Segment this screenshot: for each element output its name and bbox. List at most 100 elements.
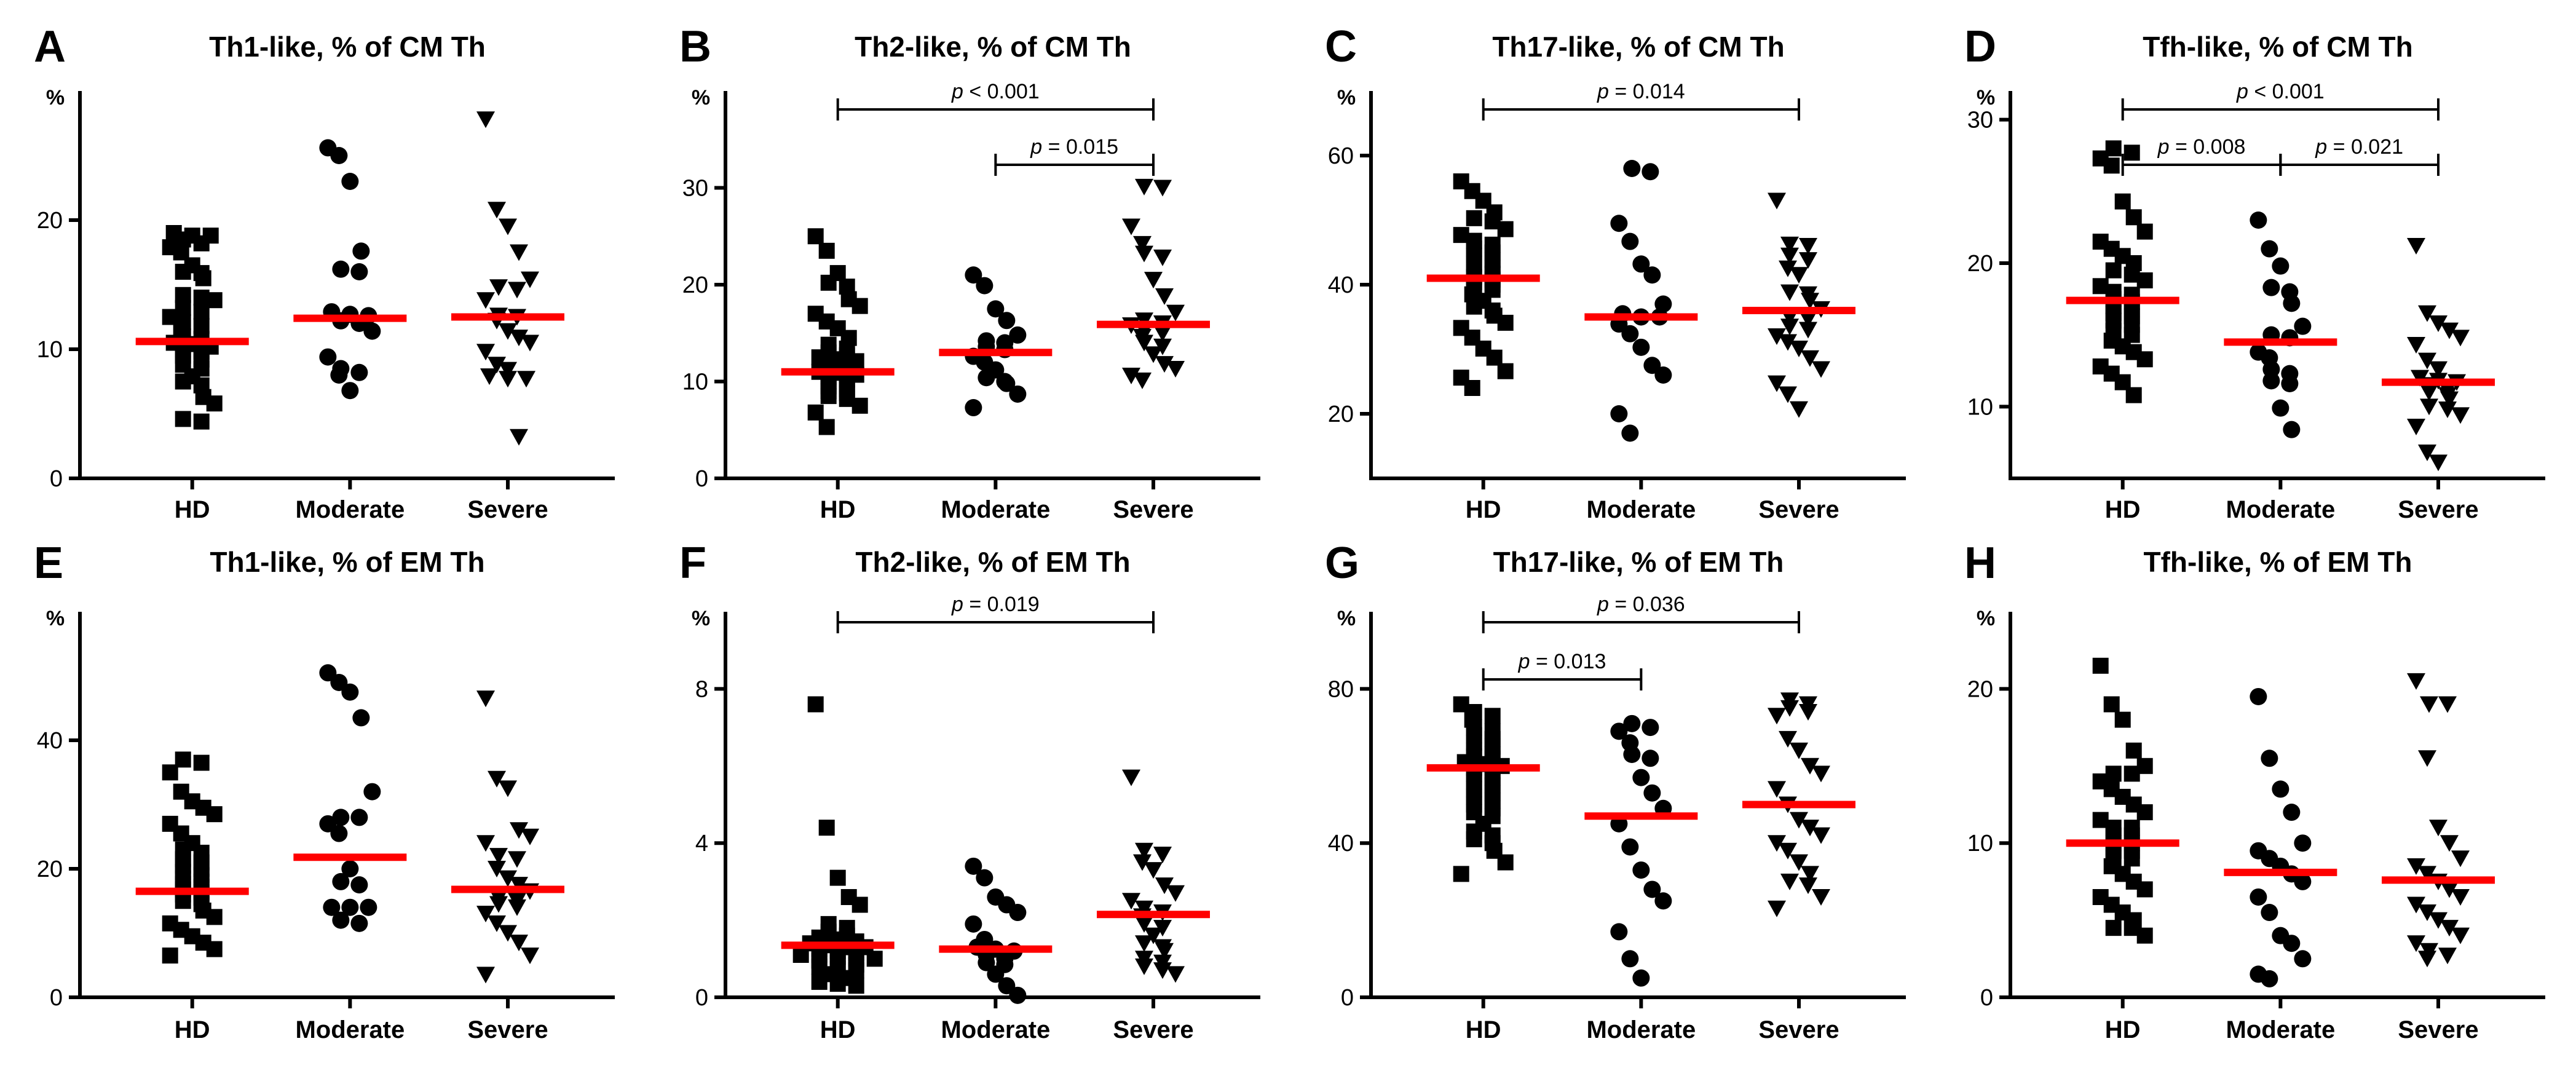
data-point: [2411, 370, 2429, 387]
data-point: [2136, 351, 2153, 368]
data-point: [1623, 745, 1641, 763]
data-point: [2451, 407, 2470, 424]
data-point: [1497, 314, 1514, 331]
data-point: [476, 835, 495, 852]
y-tick-label: 20: [37, 856, 63, 882]
data-point: [1790, 267, 1808, 284]
data-point: [2429, 361, 2448, 378]
panel-letter: F: [679, 539, 706, 588]
data-point: [488, 861, 506, 877]
y-unit-label: %: [46, 607, 65, 630]
data-point: [1144, 927, 1163, 944]
data-point: [1144, 862, 1163, 879]
data-point: [866, 951, 883, 967]
p-value-label: p = 0.021: [2315, 135, 2403, 159]
panel-F: F Th2-like, % of EM Th% 0 4 8 HD Moderate Sever…: [679, 539, 1260, 1043]
data-point: [829, 976, 846, 992]
y-tick-label: 30: [1967, 108, 1993, 133]
y-tick-label: 20: [1328, 402, 1354, 427]
panel-E: E Th1-like, % of EM Th% 0 20 40 HD Moderate Sev…: [34, 539, 615, 1043]
p-value-label: p = 0.008: [2157, 135, 2246, 159]
data-point: [851, 896, 868, 913]
data-point: [350, 914, 368, 932]
data-point: [2105, 262, 2122, 279]
data-point: [1799, 704, 1817, 721]
data-point: [1790, 854, 1808, 871]
data-point: [193, 235, 210, 251]
data-point: [330, 147, 348, 164]
data-point: [1643, 266, 1661, 284]
data-point: [476, 690, 495, 708]
data-point: [1780, 247, 1799, 264]
data-point: [1466, 298, 1482, 315]
panel-letter: B: [679, 22, 711, 71]
data-point: [998, 374, 1016, 392]
data-point: [1135, 842, 1153, 860]
category-label: HD: [820, 496, 856, 523]
category-label: Moderate: [295, 496, 405, 523]
data-point: [175, 373, 191, 390]
data-point: [2407, 673, 2425, 690]
category-label: Moderate: [941, 496, 1050, 523]
data-point: [341, 173, 359, 190]
data-point: [2407, 896, 2425, 914]
data-point: [350, 263, 368, 280]
data-point: [1153, 920, 1172, 937]
data-point: [2283, 935, 2301, 952]
data-point: [1801, 820, 1819, 837]
category-label: Severe: [2398, 496, 2478, 523]
data-point: [2407, 238, 2425, 255]
data-point: [1497, 854, 1514, 871]
data-point: [2438, 696, 2457, 713]
data-point: [341, 860, 359, 877]
data-point: [1135, 178, 1153, 196]
data-point: [2418, 904, 2436, 922]
data-point: [1654, 892, 1672, 910]
data-point: [476, 906, 495, 923]
data-point: [1643, 784, 1661, 802]
data-point: [1801, 866, 1819, 883]
data-point: [2294, 950, 2312, 968]
data-point: [1812, 888, 1830, 906]
data-point: [1642, 163, 1659, 181]
panel-letter: A: [34, 22, 66, 71]
y-tick-label: 10: [1967, 394, 1993, 420]
data-point: [1135, 245, 1153, 263]
data-point: [1801, 350, 1819, 367]
data-point: [1133, 854, 1152, 871]
data-point: [323, 898, 341, 916]
data-point: [1009, 385, 1027, 403]
data-point: [488, 357, 506, 374]
data-point: [1009, 904, 1027, 922]
data-point: [2114, 193, 2131, 210]
data-point: [1779, 842, 1797, 860]
data-point: [2294, 872, 2312, 890]
data-point: [341, 382, 359, 400]
data-point: [521, 334, 539, 352]
y-tick-label: 40: [37, 728, 63, 754]
y-tick-label: 20: [1967, 676, 1993, 702]
y-tick-label: 4: [695, 831, 708, 856]
data-point: [1643, 880, 1661, 898]
data-point: [350, 876, 368, 894]
data-point: [517, 371, 535, 388]
data-point: [521, 828, 539, 845]
y-unit-label: %: [1337, 86, 1356, 109]
data-point: [508, 851, 526, 868]
data-point: [341, 683, 359, 701]
data-point: [1155, 356, 1174, 373]
data-point: [1144, 346, 1163, 363]
y-tick-label: 20: [37, 208, 63, 234]
data-point: [499, 362, 517, 379]
data-point: [206, 941, 223, 957]
data-point: [1799, 322, 1817, 339]
y-tick-label: 0: [695, 466, 708, 492]
data-point: [1780, 700, 1799, 717]
data-point: [848, 978, 864, 994]
data-point: [1144, 272, 1163, 289]
data-point: [1610, 923, 1628, 941]
category-label: HD: [1466, 1016, 1501, 1043]
chart-title: Tfh-like, % of EM Th: [2144, 546, 2412, 578]
significance-bracket: p = 0.013: [1482, 650, 1643, 690]
data-point: [1466, 831, 1482, 847]
